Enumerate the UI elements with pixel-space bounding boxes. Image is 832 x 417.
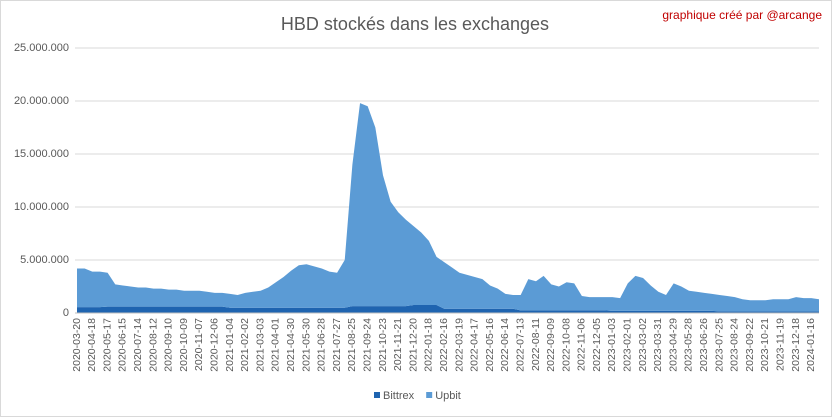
y-tick-label: 25.000.000	[14, 42, 69, 54]
x-tick-label: 2022-02-16	[438, 318, 450, 372]
legend-label: Upbit	[435, 390, 461, 402]
x-tick-label: 2023-08-24	[729, 318, 741, 372]
x-tick-label: 2020-12-06	[208, 318, 220, 372]
x-tick-label: 2022-04-17	[469, 318, 481, 372]
x-tick-label: 2020-05-17	[101, 318, 113, 372]
x-tick-label: 2022-10-08	[560, 318, 572, 372]
x-tick-label: 2022-06-14	[499, 318, 511, 372]
x-tick-label: 2022-07-13	[514, 318, 526, 372]
x-tick-label: 2020-08-12	[147, 318, 159, 372]
y-tick-label: 15.000.000	[14, 148, 69, 160]
y-tick-label: 20.000.000	[14, 95, 69, 107]
x-tick-label: 2020-11-07	[193, 318, 205, 371]
x-tick-label: 2020-09-10	[163, 318, 175, 372]
x-tick-label: 2021-11-21	[392, 318, 404, 371]
x-tick-label: 2020-04-18	[86, 318, 98, 372]
x-tick-label: 2023-02-01	[622, 318, 634, 372]
x-tick-label: 2022-09-09	[545, 318, 557, 372]
x-tick-label: 2021-10-23	[377, 318, 389, 372]
x-tick-label: 2021-09-24	[361, 318, 373, 372]
x-tick-label: 2022-12-05	[591, 318, 603, 372]
chart-title: HBD stockés dans les exchanges	[281, 14, 549, 34]
annotation: graphique créé par @arcange	[662, 8, 822, 22]
x-tick-label: 2022-05-16	[484, 318, 496, 372]
y-tick-label: 10.000.000	[14, 201, 69, 213]
x-tick-label: 2023-11-19	[775, 318, 787, 371]
x-tick-label: 2023-03-02	[637, 318, 649, 372]
x-tick-label: 2022-01-18	[423, 318, 435, 372]
x-tick-label: 2020-07-14	[132, 318, 144, 372]
x-tick-label: 2023-07-25	[713, 318, 725, 372]
x-tick-label: 2020-03-20	[71, 318, 83, 372]
x-tick-label: 2021-05-30	[300, 318, 312, 372]
x-tick-label: 2021-08-25	[346, 318, 358, 372]
x-tick-label: 2023-09-22	[744, 318, 756, 372]
x-tick-label: 2022-11-06	[576, 318, 588, 371]
x-tick-label: 2023-03-31	[652, 318, 664, 372]
x-tick-label: 2023-01-03	[606, 318, 618, 372]
area	[77, 305, 819, 313]
y-tick-label: 5.000.000	[20, 254, 69, 266]
legend-swatch	[374, 392, 380, 398]
x-tick-label: 2023-05-28	[683, 318, 695, 372]
x-tick-label: 2024-01-16	[805, 318, 817, 372]
x-tick-label: 2021-04-30	[285, 318, 297, 372]
x-tick-label: 2021-02-02	[239, 318, 251, 372]
x-tick-label: 2023-04-29	[667, 318, 679, 372]
x-tick-label: 2023-06-26	[698, 318, 710, 372]
x-tick-label: 2021-01-04	[224, 318, 236, 372]
x-tick-label: 2021-04-01	[270, 318, 282, 372]
area	[77, 103, 819, 312]
x-tick-label: 2021-06-28	[316, 318, 328, 372]
y-tick-label: 0	[63, 307, 69, 319]
x-tick-label: 2021-12-20	[407, 318, 419, 372]
x-tick-label: 2022-03-19	[453, 318, 465, 372]
x-tick-label: 2020-06-15	[117, 318, 129, 372]
legend-label: Bittrex	[383, 390, 415, 402]
x-tick-label: 2023-10-21	[759, 318, 771, 372]
x-tick-label: 2022-08-11	[530, 318, 542, 371]
x-tick-label: 2021-07-27	[331, 318, 343, 372]
x-tick-label: 2021-03-03	[254, 318, 266, 372]
x-tick-label: 2020-10-09	[178, 318, 190, 372]
x-tick-label: 2023-12-18	[790, 318, 802, 372]
legend-swatch	[426, 392, 433, 398]
